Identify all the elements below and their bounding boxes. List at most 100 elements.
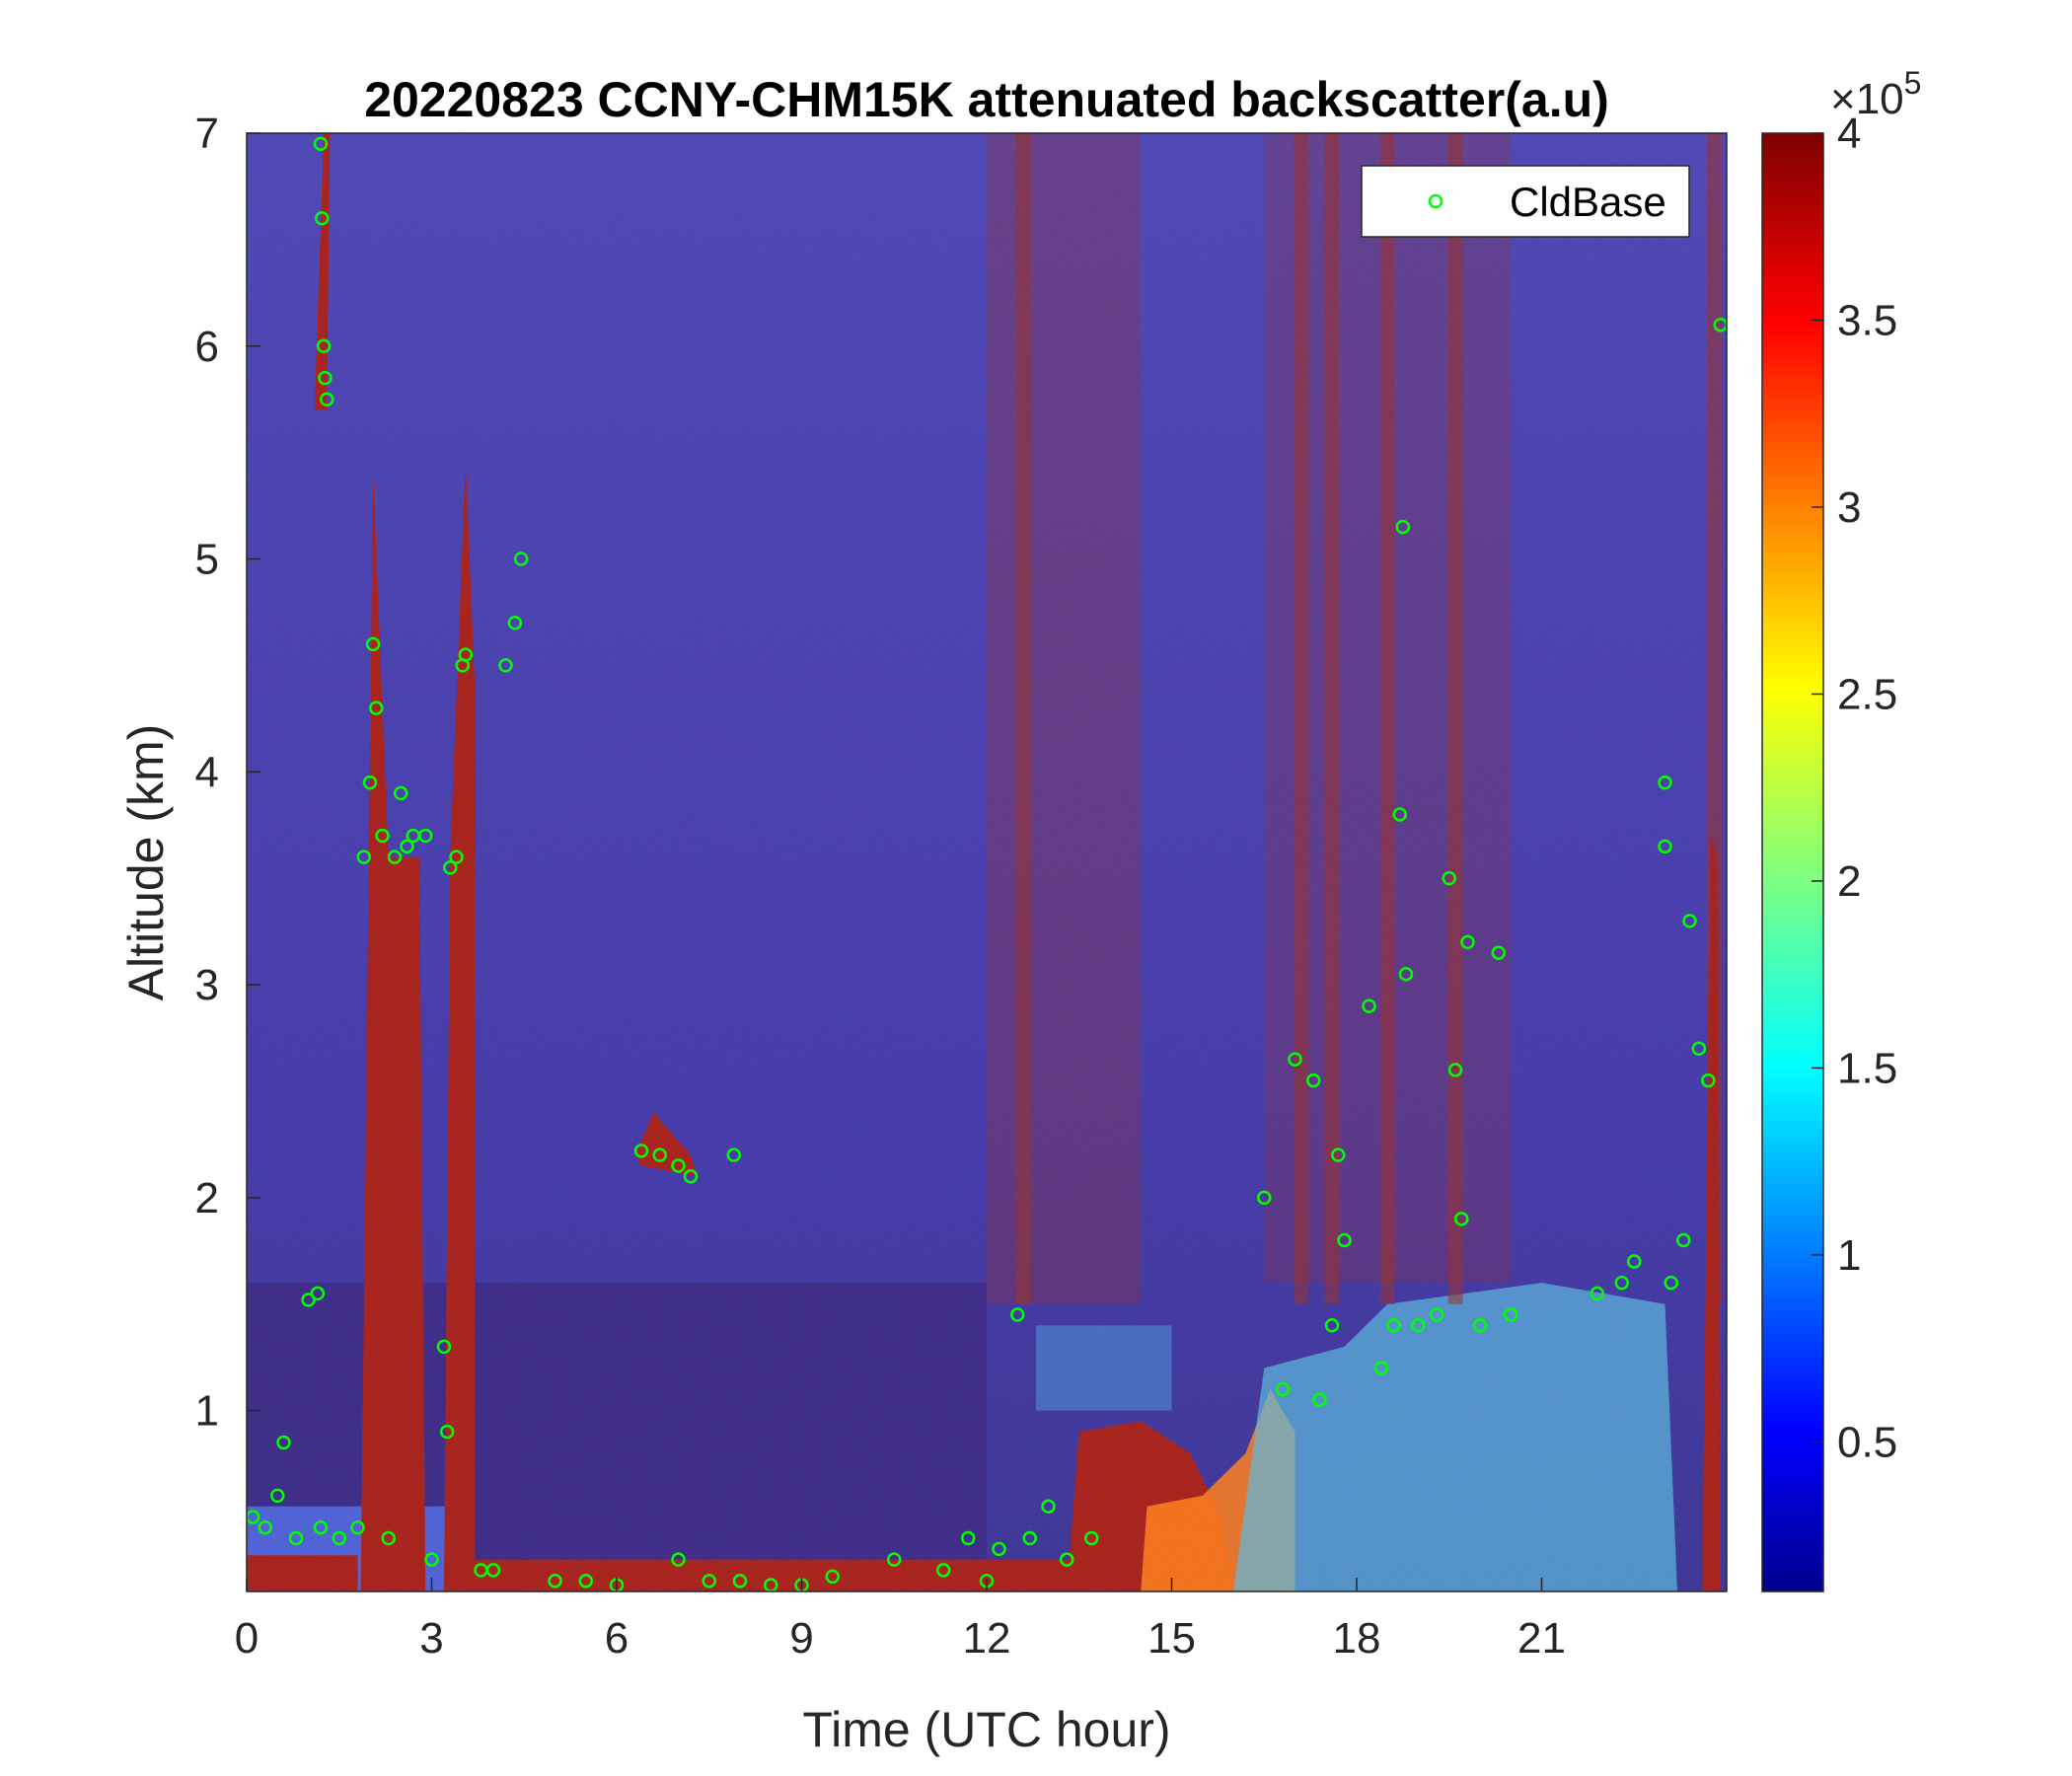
cloud-base-marker	[1491, 945, 1506, 960]
cloud-base-marker	[418, 828, 433, 844]
cloud-base-marker	[1627, 1254, 1642, 1269]
cloud-base-marker	[726, 1147, 741, 1162]
cloud-base-marker	[1430, 1307, 1444, 1322]
colorbar-frame	[1761, 132, 1824, 1592]
cloud-base-marker	[424, 1552, 439, 1567]
cloud-base-marker	[1306, 1073, 1321, 1088]
cloud-base-marker	[702, 1573, 716, 1589]
cloud-base-marker	[1084, 1530, 1099, 1546]
x-tick-label: 0	[235, 1614, 259, 1663]
cloud-base-marker	[394, 785, 408, 801]
cloud-base-marker	[1060, 1552, 1074, 1567]
cloud-base-marker	[270, 1488, 285, 1504]
colorbar-tick-label: 3	[1837, 483, 1861, 532]
cloud-base-marker	[1676, 1232, 1691, 1248]
cloud-base-marker	[1442, 870, 1456, 886]
legend-entry-cldbase: CldBase	[1510, 179, 1666, 225]
cloud-base-marker	[671, 1158, 686, 1173]
y-tick-label: 1	[195, 1387, 219, 1436]
cloud-base-marker	[992, 1541, 1006, 1557]
y-tick-label: 5	[195, 536, 219, 584]
colorbar-gradient	[1762, 133, 1823, 1591]
cloud-base-marker	[436, 1339, 452, 1355]
cloud-base-marker	[313, 1520, 329, 1535]
colorbar: 0.5 1 1.5 2 2.5 3 3.5 4 ×105	[1761, 65, 1921, 1592]
cloud-base-marker	[1664, 1275, 1678, 1291]
cloud-base-marker	[1590, 1286, 1604, 1301]
cloud-base-marker	[1373, 1361, 1389, 1375]
colorbar-ticks: 0.5 1 1.5 2 2.5 3 3.5 4	[1812, 110, 1897, 1466]
cloud-base-marker	[449, 850, 464, 864]
colorbar-tick-label: 3.5	[1837, 296, 1897, 344]
cloud-base-marker	[400, 839, 414, 854]
cloud-base-marker	[318, 370, 333, 386]
legend-box	[1361, 165, 1690, 238]
cloud-base-marker	[1472, 1318, 1488, 1333]
x-tick-label: 21	[1517, 1614, 1566, 1663]
cloud-base-marker	[1288, 1052, 1302, 1067]
cloud-base-marker	[332, 1530, 346, 1546]
colorbar-tick-label: 2.5	[1837, 670, 1897, 718]
cloud-base-marker	[1447, 1063, 1463, 1077]
cloud-base-marker	[1682, 914, 1697, 928]
colorbar-tick-label: 4	[1837, 110, 1861, 158]
cloud-base-marker	[1395, 519, 1411, 535]
y-axis: 1 2 3 4 5 6 7	[195, 110, 260, 1436]
cloud-base-marker	[387, 850, 403, 864]
cloud-base-marker	[633, 1144, 649, 1158]
x-tick-label: 9	[789, 1614, 813, 1663]
cloud-base-marker	[362, 775, 378, 790]
x-tick-label: 3	[419, 1614, 443, 1663]
cloud-base-marker	[1331, 1147, 1346, 1162]
legend-marker-icon	[1428, 193, 1443, 209]
cloud-base-marker	[1658, 775, 1672, 790]
cloud-base-marker	[439, 1424, 455, 1440]
cloud-base-marker	[578, 1573, 593, 1589]
y-axis-label: Altitude (km)	[118, 724, 174, 1001]
cloud-base-marker	[825, 1569, 840, 1585]
cloud-base-marker	[1312, 1392, 1327, 1408]
y-tick-label: 6	[195, 323, 219, 371]
cloud-base-marker	[276, 1435, 291, 1450]
legend: CldBase	[1361, 165, 1690, 238]
x-tick-label: 18	[1333, 1614, 1381, 1663]
x-tick-label: 6	[605, 1614, 629, 1663]
cloud-base-marker	[1275, 1381, 1291, 1397]
cloud-base-marker	[485, 1563, 501, 1578]
y-tick-label: 4	[195, 748, 219, 796]
colorbar-tick-label: 2	[1837, 857, 1861, 906]
cloud-base-marker	[1386, 1318, 1401, 1333]
cloud-base-marker	[1411, 1318, 1426, 1333]
cloud-base-marker	[356, 850, 371, 864]
cloud-base-marker	[458, 647, 474, 662]
cloud-base-marker	[288, 1530, 304, 1546]
cloud-base-marker	[507, 616, 523, 630]
cloud-base-marker	[1398, 967, 1414, 982]
cloud-base-marker	[498, 658, 513, 673]
cloud-base-marker	[1614, 1275, 1629, 1291]
cloud-base-marker	[652, 1147, 667, 1162]
x-tick-label: 15	[1147, 1614, 1196, 1663]
cloud-base-marker	[1022, 1530, 1037, 1546]
chart-title: 20220823 CCNY-CHM15K attenuated backscat…	[364, 72, 1609, 127]
cloud-base-marker	[1658, 839, 1672, 854]
cloud-base-marker	[887, 1552, 902, 1567]
y-tick-label: 7	[195, 110, 219, 158]
cloud-base-marker	[732, 1573, 748, 1589]
cloud-base-marker	[671, 1552, 686, 1567]
cloud-base-marker	[936, 1563, 951, 1578]
cloud-base-marker	[310, 1286, 326, 1301]
y-tick-label: 2	[195, 1174, 219, 1222]
cloud-base-marker	[301, 1293, 316, 1307]
cloud-base-marker	[1257, 1190, 1272, 1206]
colorbar-tick-label: 1.5	[1837, 1044, 1897, 1092]
x-axis: 0 3 6 9 12 15 18 21	[235, 1578, 1566, 1663]
cloud-base-marker	[369, 701, 384, 715]
cloud-base-marker	[365, 636, 381, 652]
colorbar-tick-label: 1	[1837, 1231, 1861, 1280]
cloud-base-marker	[350, 1520, 365, 1535]
cloud-base-marker	[683, 1169, 699, 1184]
cloud-base-marker	[315, 211, 330, 226]
cloud-base-marker	[1504, 1307, 1518, 1322]
